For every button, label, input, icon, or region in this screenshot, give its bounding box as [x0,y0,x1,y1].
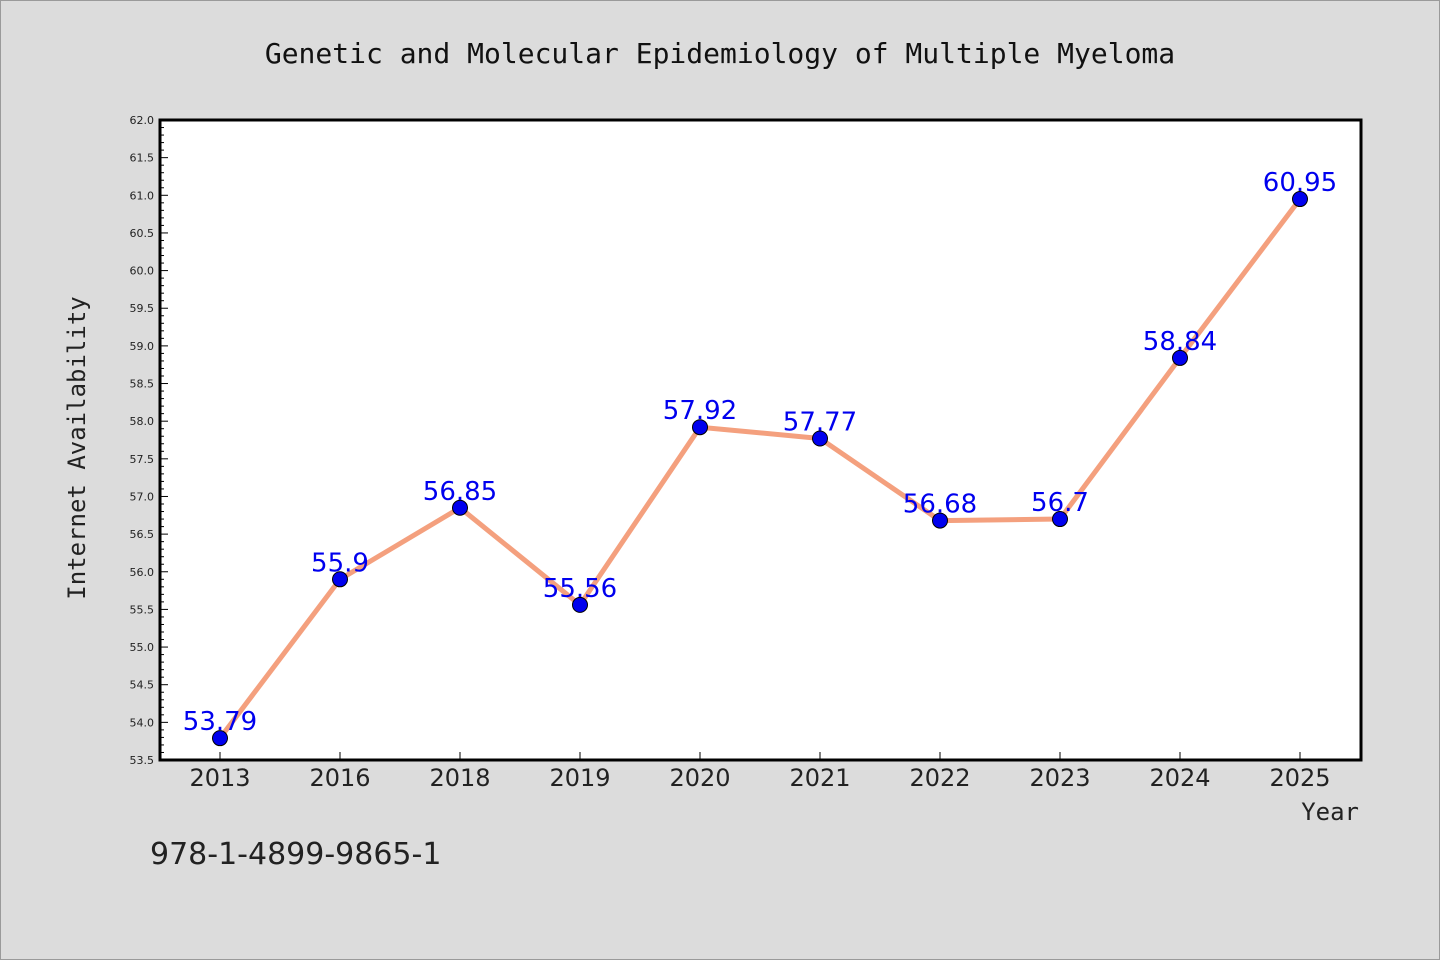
y-tick-label: 58.5 [130,378,155,391]
data-point [212,730,228,747]
data-label: 57.92 [663,396,737,426]
y-tick-label: 54.0 [130,716,155,729]
y-axis: 53.5 54.0 54.5 55.0 55.5 56.0 56.5 57.0 57.5 58.0… [130,114,168,767]
y-tick-label: 57.0 [130,490,155,503]
data-label: 53.79 [183,707,257,737]
y-tick-label: 54.5 [130,679,155,692]
data-label: 60.95 [1263,168,1337,198]
data-point [932,512,948,529]
y-tick-label: 55.5 [130,603,155,616]
x-axis: 2013 2016 2018 2019 2020 2021 2022 2023 2024 2025 [189,752,1331,792]
data-point [1292,191,1308,208]
data-point [1172,349,1188,366]
x-tick-label: 2013 [189,764,250,792]
y-tick-label: 61.0 [130,189,155,202]
x-tick-label: 2016 [309,764,370,792]
data-point [332,571,348,588]
y-tick-label: 60.5 [130,227,155,240]
data-label: 55.56 [543,574,617,604]
isbn-text: 978-1-4899-9865-1 [150,837,441,872]
x-tick-label: 2024 [1149,764,1210,792]
y-tick-label: 59.0 [130,340,155,353]
x-tick-label: 2019 [549,764,610,792]
data-label: 55.9 [311,548,369,578]
y-tick-label: 56.0 [130,566,155,579]
chart-title: Genetic and Molecular Epidemiology of Mu… [265,37,1175,70]
x-tick-label: 2022 [909,764,970,792]
data-point [812,430,828,447]
x-tick-label: 2020 [669,764,730,792]
data-label: 56.7 [1031,488,1089,518]
data-point [692,419,708,436]
y-tick-label: 60.0 [130,265,155,278]
plot-area [158,118,1363,762]
data-point [1052,511,1068,528]
y-tick-label: 53.5 [130,754,155,767]
x-tick-label: 2018 [429,764,490,792]
series-line [218,197,1302,740]
y-tick-label: 62.0 [130,114,155,127]
y-tick-label: 58.0 [130,415,155,428]
y-tick-label: 59.5 [130,302,155,315]
data-label: 58.84 [1143,327,1217,357]
x-tick-label: 2023 [1029,764,1090,792]
y-tick-label: 55.0 [130,641,155,654]
data-point [572,596,588,613]
x-tick-label: 2025 [1269,764,1330,792]
data-label: 57.77 [783,407,857,437]
x-axis-label: Year [1301,798,1359,826]
x-tick-label: 2021 [789,764,850,792]
data-point [452,499,468,516]
y-tick-label: 61.5 [130,152,155,165]
y-axis-label: Internet Availability [63,296,91,599]
data-labels: 53.79 55.9 56.85 55.56 57.92 57.77 56.68 56.7 58… [183,168,1337,737]
data-label: 56.85 [423,477,497,507]
y-tick-label: 56.5 [130,528,155,541]
series-line-group [212,191,1308,747]
data-label: 56.68 [903,490,977,520]
y-tick-label: 57.5 [130,453,155,466]
